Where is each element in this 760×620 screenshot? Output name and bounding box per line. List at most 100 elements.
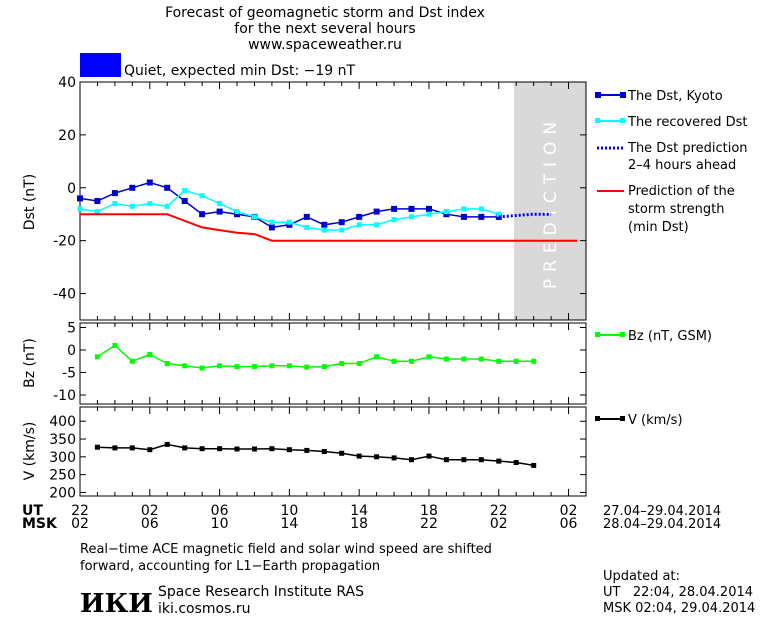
bz-point — [269, 363, 275, 369]
dst-kyoto-point — [321, 221, 328, 228]
dst-recovered-point — [94, 209, 100, 215]
v-point — [94, 444, 100, 450]
bz-point — [339, 361, 345, 366]
dst-kyoto-point — [338, 219, 345, 226]
v-point — [252, 446, 257, 452]
legend-v-marker — [595, 416, 600, 421]
legend-bz-label: Bz (nT, GSM) — [628, 329, 712, 344]
ut-tick-label: 02 — [560, 503, 578, 519]
dst-recovered-point — [77, 206, 83, 212]
dst-recovered-point — [269, 219, 275, 225]
legend: The Dst, Kyoto The recovered Dst The Dst… — [595, 89, 748, 428]
iki-logo: ИКИ — [80, 589, 153, 619]
v-point — [321, 449, 327, 454]
dst-recovered-point — [129, 203, 135, 209]
dst-kyoto-point — [460, 213, 467, 220]
updated-ut: UT 22:04, 28.04.2014 — [603, 585, 753, 600]
status-color-swatch — [80, 53, 121, 77]
legend-bz-marker — [595, 332, 600, 337]
bz-point — [478, 356, 484, 362]
bz-point — [374, 354, 380, 360]
legend-dst-prediction-label-1: The Dst prediction — [627, 141, 748, 156]
dst-kyoto-point — [303, 213, 310, 220]
v-point — [478, 457, 484, 463]
bz-point — [426, 354, 432, 360]
msk-tick-label: 06 — [560, 516, 578, 532]
updated-msk: MSK 02:04, 29.04.2014 — [603, 601, 755, 616]
ut-tick-label: 14 — [350, 503, 368, 519]
legend-dst-recovered: The recovered Dst — [595, 115, 747, 130]
legend-storm-strength-label-3: (min Dst) — [628, 220, 689, 235]
bz-series-line — [96, 344, 534, 369]
v-y-tick-label: 350 — [49, 432, 76, 448]
dst-recovered-point — [391, 217, 397, 222]
bz-y-tick-label: 5 — [67, 321, 76, 337]
bz-point — [443, 356, 449, 362]
time-axis: UT MSK 27.04–29.04.2014 28.04–29.04.2014… — [22, 503, 721, 532]
prediction-band-label: PREDICTION — [541, 115, 561, 289]
v-point — [339, 450, 345, 456]
legend-storm-strength-label-1: Prediction of the — [628, 184, 735, 199]
dst-series — [77, 179, 578, 242]
dst-recovered-point — [443, 209, 449, 215]
bz-point — [304, 364, 310, 370]
v-point — [234, 446, 240, 452]
dst-kyoto-point — [356, 213, 363, 220]
dst-recovered-point — [234, 209, 240, 215]
institute-name: Space Research Institute RAS — [158, 584, 364, 600]
legend-dst-prediction-label-2: 2–4 hours ahead — [628, 158, 736, 173]
bz-series — [94, 343, 537, 371]
title-line-1: Forecast of geomagnetic storm and Dst in… — [165, 5, 485, 21]
msk-date-range: 28.04–29.04.2014 — [603, 517, 721, 532]
footer-note-line-2: forward, accounting for L1−Earth propaga… — [80, 559, 380, 574]
bz-point — [252, 364, 257, 370]
bz-point — [94, 354, 100, 360]
dst-kyoto-point — [181, 198, 188, 204]
v-point — [147, 447, 153, 453]
dst-kyoto-point — [426, 205, 432, 212]
bz-y-tick-label: -10 — [53, 388, 76, 404]
legend-bz-marker — [620, 332, 625, 337]
dst-plot-frame — [79, 81, 587, 321]
legend-storm-strength-label-2: storm strength — [628, 202, 725, 217]
msk-tick-label: 10 — [211, 516, 229, 532]
dst-recovered-point — [252, 214, 257, 220]
v-y-tick-label: 300 — [49, 450, 76, 466]
v-series — [94, 441, 537, 468]
dst-recovered-point — [286, 219, 292, 225]
v-point — [531, 462, 537, 468]
bz-point — [391, 358, 397, 364]
v-point — [496, 458, 502, 464]
dst-recovered-point — [356, 222, 362, 228]
storm-strength-series-line — [80, 213, 578, 242]
v-series-line — [97, 443, 534, 467]
bz-y-axis: 5 0 -5 -10 — [53, 321, 586, 404]
dst-kyoto-point — [373, 208, 380, 215]
v-point — [269, 446, 275, 452]
dst-kyoto-point — [164, 184, 171, 191]
bz-point — [217, 363, 223, 369]
dst-recovered-point — [339, 227, 345, 233]
dst-kyoto-point — [94, 198, 101, 204]
v-point — [461, 457, 467, 463]
bz-point — [356, 361, 362, 366]
v-point — [426, 453, 432, 459]
bz-point — [461, 356, 467, 362]
v-point — [374, 454, 380, 460]
dst-y-axis: 40 20 0 -20 -40 — [53, 75, 586, 320]
bz-point — [164, 361, 170, 366]
v-point — [513, 460, 519, 465]
dst-recovered-point — [478, 206, 484, 212]
dst-axis-label: Dst (nT) — [22, 174, 38, 230]
dst-kyoto-point — [216, 208, 223, 215]
dst-recovered-point — [112, 201, 118, 207]
bz-point — [147, 352, 153, 357]
bz-y-tick-label: -5 — [62, 366, 76, 382]
dst-y-tick-label: 40 — [58, 75, 76, 91]
dst-kyoto-point — [146, 179, 153, 186]
legend-dst-kyoto-marker — [620, 92, 626, 98]
v-point — [164, 441, 170, 447]
dst-kyoto-point — [408, 205, 415, 212]
legend-v-label: V (km/s) — [628, 413, 683, 428]
